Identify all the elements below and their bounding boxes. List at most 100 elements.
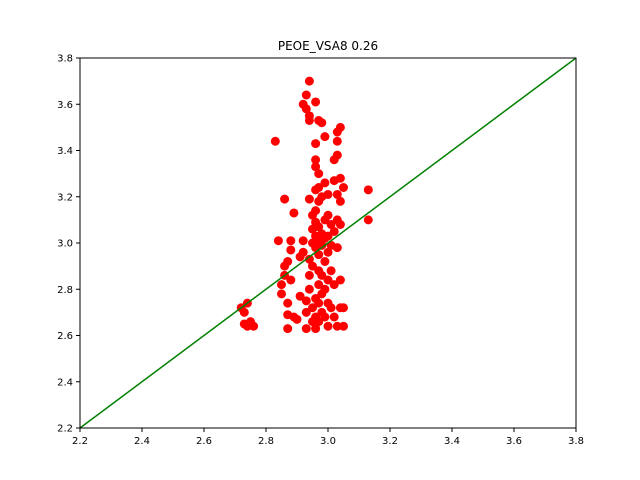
y-tick-label: 2.8 bbox=[57, 285, 73, 296]
x-tick-label: 3.6 bbox=[506, 436, 522, 447]
data-point bbox=[335, 275, 345, 285]
data-point bbox=[335, 122, 345, 132]
x-tick-label: 2.6 bbox=[196, 436, 212, 447]
data-point bbox=[298, 236, 308, 246]
data-point bbox=[298, 247, 308, 257]
data-point bbox=[311, 97, 321, 107]
reference-line bbox=[79, 57, 577, 429]
data-point bbox=[304, 115, 314, 125]
data-point bbox=[339, 321, 348, 331]
data-point bbox=[332, 189, 342, 199]
data-point bbox=[332, 150, 342, 160]
data-point bbox=[308, 303, 317, 313]
y-tick-label: 3.4 bbox=[57, 146, 73, 157]
x-tick-label: 3.8 bbox=[568, 436, 584, 447]
data-point bbox=[332, 136, 342, 146]
x-axis: 2.2 2.4 2.6 2.8 3.0 3.2 3.4 3.6 3.8 bbox=[72, 428, 584, 447]
data-point bbox=[329, 312, 339, 322]
data-point bbox=[292, 314, 302, 324]
data-point bbox=[301, 307, 311, 317]
data-point bbox=[308, 261, 317, 271]
data-point bbox=[363, 185, 373, 195]
data-point bbox=[317, 118, 327, 128]
data-point bbox=[326, 220, 336, 229]
data-point bbox=[323, 189, 333, 199]
data-point bbox=[314, 169, 324, 179]
y-tick-label: 3.8 bbox=[57, 54, 73, 65]
y-tick-label: 3.0 bbox=[57, 239, 73, 250]
x-tick-label: 3.2 bbox=[382, 436, 398, 447]
data-point bbox=[311, 206, 321, 216]
data-point bbox=[301, 104, 311, 114]
data-point bbox=[304, 284, 314, 294]
data-point bbox=[323, 275, 333, 285]
data-point bbox=[283, 257, 293, 266]
data-point bbox=[314, 183, 324, 192]
y-tick-label: 2.6 bbox=[57, 331, 73, 342]
data-point bbox=[332, 243, 342, 253]
data-point bbox=[326, 266, 336, 276]
data-point bbox=[320, 132, 330, 142]
data-point bbox=[286, 245, 296, 255]
data-point bbox=[283, 298, 293, 308]
data-point bbox=[280, 194, 290, 204]
data-point bbox=[314, 298, 324, 308]
y-tick-label: 2.4 bbox=[57, 377, 73, 388]
data-point bbox=[335, 196, 345, 206]
data-point bbox=[323, 321, 333, 331]
data-point bbox=[311, 162, 321, 172]
y-tick-label: 3.6 bbox=[57, 100, 73, 111]
data-point bbox=[323, 231, 333, 241]
y-tick-label: 2.2 bbox=[57, 424, 73, 435]
data-point bbox=[295, 291, 305, 301]
data-point bbox=[249, 321, 259, 331]
data-point bbox=[311, 155, 321, 165]
data-point bbox=[314, 280, 324, 290]
points-layer bbox=[236, 76, 373, 334]
data-point bbox=[239, 307, 249, 317]
reference-line-layer bbox=[79, 57, 577, 429]
data-point bbox=[277, 280, 286, 290]
data-point bbox=[339, 183, 348, 192]
data-point bbox=[301, 324, 311, 334]
data-point bbox=[363, 215, 373, 225]
y-axis: 2.2 2.4 2.6 2.8 3.0 3.2 3.4 3.6 3.8 bbox=[57, 54, 80, 435]
data-point bbox=[314, 317, 324, 327]
data-point bbox=[304, 194, 314, 204]
data-point bbox=[289, 208, 299, 218]
chart-title: PEOE_VSA8 0.26 bbox=[278, 39, 378, 53]
data-point bbox=[304, 254, 314, 264]
data-point bbox=[273, 236, 283, 246]
data-point bbox=[329, 280, 339, 290]
data-point bbox=[326, 303, 336, 313]
data-point bbox=[283, 324, 293, 334]
x-tick-label: 2.4 bbox=[134, 436, 150, 447]
data-point bbox=[286, 275, 296, 285]
x-tick-label: 2.2 bbox=[72, 436, 88, 447]
data-point bbox=[320, 178, 330, 188]
data-point bbox=[311, 324, 321, 334]
data-point bbox=[320, 312, 330, 322]
data-point bbox=[323, 247, 333, 257]
data-point bbox=[317, 270, 327, 280]
data-point bbox=[317, 240, 327, 250]
data-point bbox=[304, 76, 314, 86]
data-point bbox=[323, 210, 333, 220]
data-point bbox=[301, 296, 311, 306]
data-point bbox=[335, 173, 345, 183]
data-point bbox=[320, 257, 330, 266]
data-point bbox=[311, 139, 321, 149]
data-point bbox=[270, 136, 280, 146]
data-point bbox=[332, 321, 342, 331]
x-tick-label: 2.8 bbox=[258, 436, 274, 447]
x-tick-label: 3.4 bbox=[444, 436, 460, 447]
data-point bbox=[339, 303, 348, 313]
y-tick-label: 3.2 bbox=[57, 192, 73, 203]
data-point bbox=[301, 90, 311, 100]
data-point bbox=[320, 284, 330, 294]
data-point bbox=[314, 222, 324, 232]
x-tick-label: 3.0 bbox=[320, 436, 336, 447]
data-point bbox=[329, 226, 339, 236]
data-point bbox=[286, 236, 296, 246]
